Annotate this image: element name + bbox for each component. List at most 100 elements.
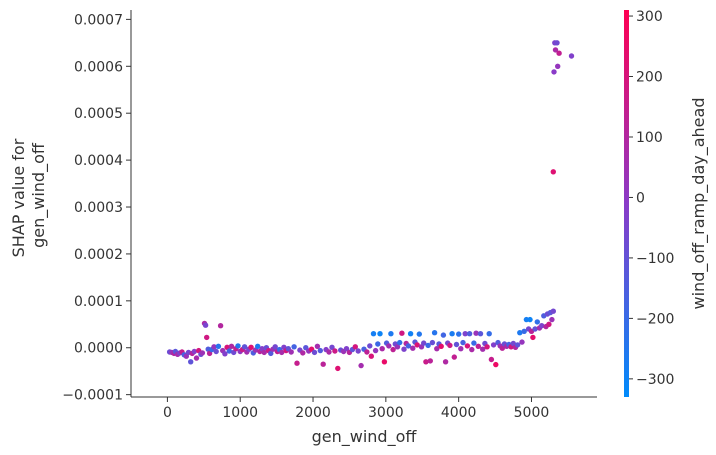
colorbar-label: wind_off_ramp_day_ahead [689,98,709,310]
scatter-point [488,356,495,363]
axes: −0.0001 0.0000 0.0001 0.0002 0.0003 0.0004 0.0… [62,10,597,421]
y-tick-label: 0.0007 [74,12,123,28]
scatter-point [399,330,405,336]
scatter-point [235,343,241,349]
scatter-point [332,348,338,354]
scatter-point [484,344,490,350]
scatter-point [401,346,407,352]
scatter-point [546,321,552,327]
scatter-point [188,359,194,365]
x-tick-label: 4000 [441,405,477,421]
scatter-point [379,346,385,352]
y-axis-label-line-1: SHAP value for [9,138,28,257]
scatter-point [550,169,556,175]
scatter-point [519,339,525,345]
y-tick-label: 0.0002 [74,247,123,263]
scatter-point [222,351,228,357]
scatter-point [440,332,447,338]
scatter-point [300,350,306,356]
scatter-point [368,353,374,359]
colorbar-tick-label: −200 [636,311,674,327]
scatter-point [410,345,416,351]
scatter-point [442,359,449,365]
colorbar-tick-label: 0 [636,190,645,206]
scatter-point [431,330,438,336]
scatter-point [248,344,254,350]
y-axis-label: SHAP value for gen_wind_off [9,134,49,258]
x-tick-label: 1000 [222,405,258,421]
colorbar-tick-label: −100 [636,251,674,267]
scatter-point [458,346,464,352]
scatter-point [311,349,318,356]
scatter-point [405,343,412,349]
scatter-point [407,331,414,337]
scatter-point [377,331,383,337]
scatter-point [320,361,326,367]
scatter-point [429,339,436,346]
scatter-point [477,331,484,337]
scatter-point [329,344,335,350]
y-tick-label: 0.0006 [74,59,123,75]
scatter-point [486,331,492,337]
scatter-point [335,365,341,372]
scatter-point [521,328,527,334]
scatter-point [552,47,559,53]
scatter-point [414,342,420,348]
scatter-point [490,342,497,348]
colorbar-gradient [624,10,629,397]
scatter-point [317,347,323,354]
scatter-point [228,343,235,349]
y-tick-label: 0.0003 [74,200,123,216]
scatter-point [534,319,540,325]
scatter-point [475,343,481,349]
scatter-point [447,342,453,349]
colorbar-tick-label: −300 [636,372,674,388]
scatter-point [241,344,248,350]
scatter-point [456,331,462,337]
scatter-point [514,342,521,348]
scatter-point [288,349,294,355]
x-tick-label: 5000 [514,405,550,421]
scatter-point [386,343,392,349]
scatter-point [425,342,431,349]
scatter-point [358,362,364,369]
scatter-point [499,345,505,351]
y-tick-label: 0.0001 [74,294,123,310]
scatter-point [215,343,222,349]
colorbar-tick-label: 200 [636,70,663,86]
scatter-point [202,322,209,328]
scatter-point [370,331,377,337]
scatter-point [568,53,575,59]
scatter-point [460,339,466,346]
colorbar: −300 −200 −100 0 100 200 300 [624,9,674,397]
scatter-point [554,40,560,46]
x-tick-label: 2000 [295,405,331,421]
scatter-point [204,334,210,341]
scatter-point [272,344,278,350]
scatter-point [255,343,261,349]
scatter-point [343,346,350,352]
scatter-point [326,349,332,355]
scatter-point [532,326,538,332]
scatter-point [550,308,556,314]
scatter-point [438,343,444,349]
y-axis-label-line-2: gen_wind_off [29,142,49,248]
scatter-point [464,343,471,349]
scatter-point [193,355,200,361]
scatter-point [549,316,555,323]
scatter-point [375,341,381,347]
x-tick-label: 0 [163,405,172,421]
scatter-point [261,349,267,356]
scatter-point [451,354,457,360]
scatter-point [539,323,545,329]
scatter-point [211,344,217,350]
x-axis-label: gen_wind_off [312,427,418,447]
scatter-point [352,344,358,350]
scatter-point [473,330,479,336]
scatter-point [314,343,321,349]
scatter-point [416,331,422,337]
scatter-point [469,346,475,353]
scatter-point [191,348,197,355]
scatter-point [471,340,477,346]
